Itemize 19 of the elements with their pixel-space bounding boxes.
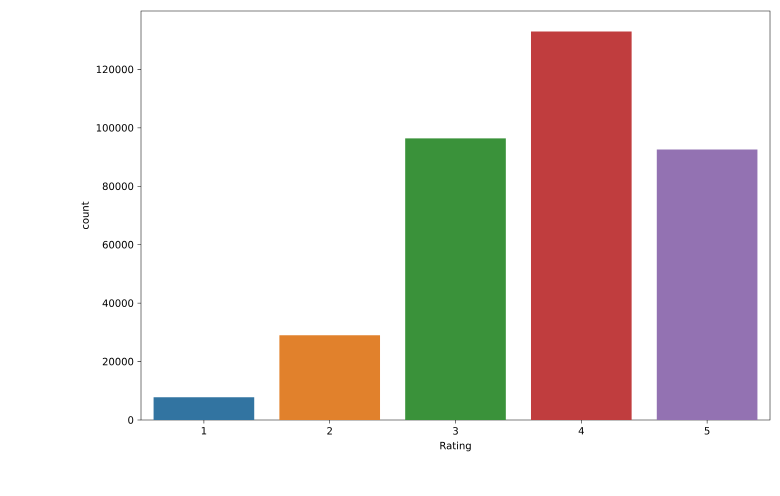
x-axis-title: Rating <box>440 442 471 452</box>
y-tick-label: 120000 <box>96 66 134 74</box>
y-tick-label: 100000 <box>96 124 134 132</box>
bar <box>279 335 380 420</box>
y-tick-label: 20000 <box>102 358 134 366</box>
y-axis-title: count <box>82 202 89 230</box>
bar <box>405 138 506 420</box>
bar <box>154 397 254 420</box>
x-tick-label: 3 <box>453 427 458 435</box>
bar <box>656 149 758 420</box>
x-tick-label: 5 <box>704 427 710 435</box>
x-tick-label: 4 <box>578 427 584 434</box>
y-tick-label: 0 <box>128 416 134 424</box>
y-tick-label: 40000 <box>102 299 134 307</box>
y-tick-label: 60000 <box>102 240 134 248</box>
y-tick-label: 80000 <box>102 182 134 190</box>
bar <box>530 31 632 420</box>
x-tick-label: 1 <box>202 427 206 434</box>
x-tick-label: 2 <box>327 427 332 435</box>
